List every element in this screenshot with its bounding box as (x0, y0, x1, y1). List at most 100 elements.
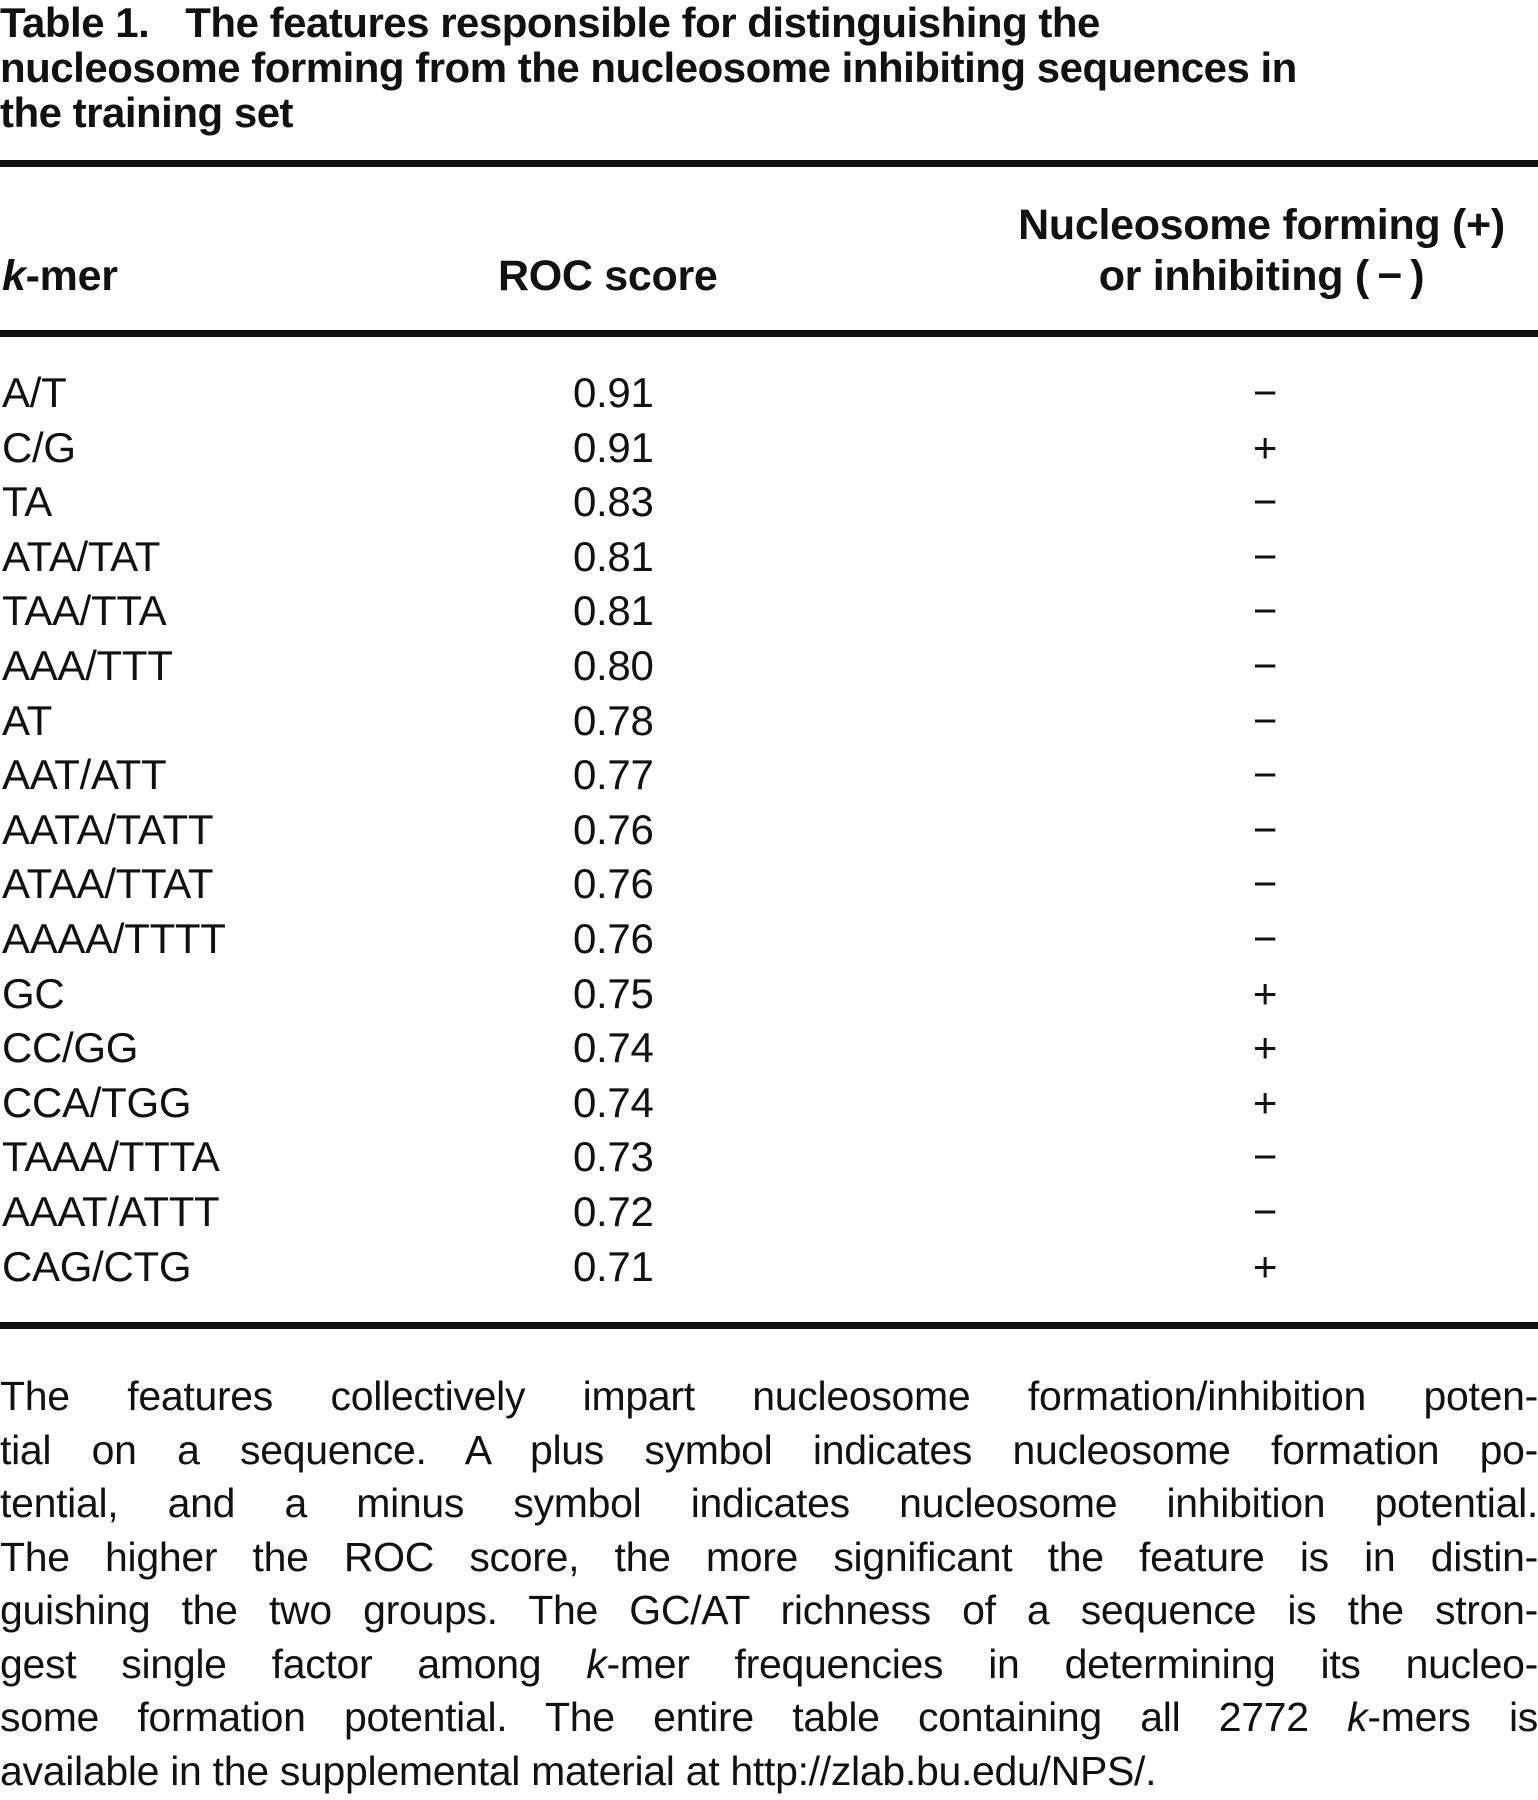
table-row: ATAA/TTAT 0.76 − (0, 857, 1538, 912)
kmer-cell: CCA/TGG (2, 1078, 192, 1126)
kmer-cell: TAA/TTA (2, 587, 167, 635)
sign-cell: − (1252, 914, 1278, 962)
table-row: AAT/ATT 0.77 − (0, 748, 1538, 803)
table-row: ATA/TAT 0.81 − (0, 530, 1538, 585)
table-top-rule (0, 160, 1538, 167)
roc-score-cell: 0.83 (573, 478, 654, 526)
footnote-text-segment: tial on a sequence. A plus symbol indica… (0, 1426, 1538, 1473)
kmer-cell: C/G (2, 423, 76, 471)
kmer-cell: CAG/CTG (2, 1242, 192, 1290)
column-header-forming-inhibiting: Nucleosome forming (+) or inhibiting ( −… (985, 200, 1538, 302)
sign-cell: − (1252, 641, 1278, 689)
table-row: TAAA/TTTA 0.73 − (0, 1130, 1538, 1185)
sign-cell: + (1252, 1024, 1278, 1072)
roc-score-cell: 0.76 (573, 860, 654, 908)
table-title: Table 1. The features responsible for dis… (0, 0, 1538, 135)
roc-score-cell: 0.74 (573, 1078, 654, 1126)
sign-cell: − (1252, 478, 1278, 526)
table-row: CCA/TGG 0.74 + (0, 1076, 1538, 1131)
kmer-cell: AAA/TTT (2, 641, 173, 689)
footnote-line: The higher the ROC score, the more signi… (0, 1531, 1538, 1585)
roc-score-cell: 0.81 (573, 587, 654, 635)
table-row: AAAT/ATTT 0.72 − (0, 1185, 1538, 1240)
table-row: A/T 0.91 − (0, 366, 1538, 421)
kmer-suffix: -mer (25, 252, 118, 300)
table-row: AAAA/TTTT 0.76 − (0, 912, 1538, 967)
footnote-text-segment: available in the supplemental material a… (0, 1747, 1157, 1794)
column-header-forming-line2: or inhibiting ( − ) (1098, 252, 1425, 300)
table-row: TAA/TTA 0.81 − (0, 584, 1538, 639)
sign-cell: − (1252, 860, 1278, 908)
table-body: A/T 0.91− C/G 0.91 + TA 0.83− ATA/TAT 0.81− TAA/T… (0, 366, 1538, 1294)
sign-cell: + (1252, 969, 1278, 1017)
footnote-text-segment: gest single factor among (0, 1640, 587, 1687)
table-row: AAA/TTT 0.80 − (0, 639, 1538, 694)
sign-cell: − (1252, 532, 1278, 580)
table-row: TA 0.83 − (0, 475, 1538, 530)
table-title-line3: the training set (0, 89, 294, 136)
footnote-text-segment: k (1347, 1694, 1368, 1740)
roc-score-cell: 0.91 (573, 423, 654, 471)
column-header-kmer: k-mer (2, 252, 118, 301)
footnote-line: some formation potential. The entire tab… (0, 1691, 1538, 1745)
table-row: C/G 0.91 + (0, 421, 1538, 476)
table-footnote: The features collectively impart nucleos… (0, 1370, 1538, 1798)
sign-cell: − (1252, 805, 1278, 853)
sign-cell: − (1252, 751, 1278, 799)
roc-score-cell: 0.81 (573, 532, 654, 580)
footnote-text-segment: some formation potential. The entire tab… (0, 1694, 1348, 1740)
sign-cell: − (1252, 369, 1278, 416)
footnote-line: tential, and a minus symbol indicates nu… (0, 1477, 1538, 1531)
table-number-label: Table 1. (0, 0, 150, 46)
table-title-line2: nucleosome forming from the nucleosome i… (0, 44, 1297, 91)
column-header-forming-line1: Nucleosome forming (+) (1018, 201, 1505, 249)
footnote-line: tial on a sequence. A plus symbol indica… (0, 1424, 1538, 1478)
footnote-text-segment: -mers is (1367, 1694, 1538, 1740)
column-header-roc-score: ROC score (498, 252, 718, 300)
roc-score-cell: 0.72 (573, 1187, 654, 1235)
kmer-cell: GC (2, 969, 65, 1017)
footnote-line: The features collectively impart nucleos… (0, 1370, 1538, 1424)
sign-cell: − (1252, 1133, 1278, 1181)
kmer-italic-k: k (2, 252, 26, 300)
footnote-text-segment: -mer frequencies in determining its nucl… (606, 1640, 1538, 1687)
roc-score-cell: 0.78 (573, 696, 654, 744)
sign-cell: − (1252, 1187, 1278, 1235)
sign-cell: − (1252, 587, 1278, 635)
table-row: CAG/CTG 0.71 + (0, 1240, 1538, 1295)
kmer-cell: AAT/ATT (2, 751, 167, 799)
roc-score-cell: 0.77 (573, 751, 654, 799)
kmer-cell: A/T (2, 369, 67, 416)
footnote-text-segment: tential, and a minus symbol indicates nu… (0, 1480, 1538, 1526)
sign-cell: + (1252, 423, 1278, 471)
footnote-text-segment: The higher the ROC score, the more signi… (0, 1533, 1538, 1580)
kmer-cell: AAAT/ATTT (2, 1187, 220, 1235)
roc-score-cell: 0.75 (573, 969, 654, 1017)
footnote-text-segment: guishing the two groups. The GC/AT richn… (0, 1587, 1538, 1633)
table-row: CC/GG 0.74 + (0, 1021, 1538, 1076)
roc-score-cell: 0.74 (573, 1024, 654, 1072)
roc-score-cell: 0.76 (573, 914, 654, 962)
table-row: AT 0.78 − (0, 694, 1538, 749)
table-row: GC 0.75 + (0, 967, 1538, 1022)
kmer-cell: ATA/TAT (2, 532, 161, 580)
sign-cell: + (1252, 1078, 1278, 1126)
footnote-text-segment: The features collectively impart nucleos… (0, 1373, 1538, 1419)
footnote-line: gest single factor among k-mer frequenci… (0, 1638, 1538, 1692)
table-row: AATA/TATT 0.76 − (0, 803, 1538, 858)
kmer-cell: AT (2, 696, 52, 744)
roc-score-cell: 0.80 (573, 641, 654, 689)
roc-score-cell: 0.76 (573, 805, 654, 853)
kmer-cell: ATAA/TTAT (2, 860, 214, 908)
roc-score-cell: 0.91 (573, 369, 654, 416)
sign-cell: + (1252, 1242, 1278, 1290)
sign-cell: − (1252, 696, 1278, 744)
kmer-cell: AATA/TATT (2, 805, 214, 853)
table-title-text: The features responsible for distinguish… (185, 0, 1100, 46)
footnote-text-segment: k (586, 1640, 607, 1687)
table-bottom-rule (0, 1322, 1538, 1329)
footnote-line: guishing the two groups. The GC/AT richn… (0, 1584, 1538, 1638)
footnote-line: available in the supplemental material a… (0, 1745, 1538, 1799)
